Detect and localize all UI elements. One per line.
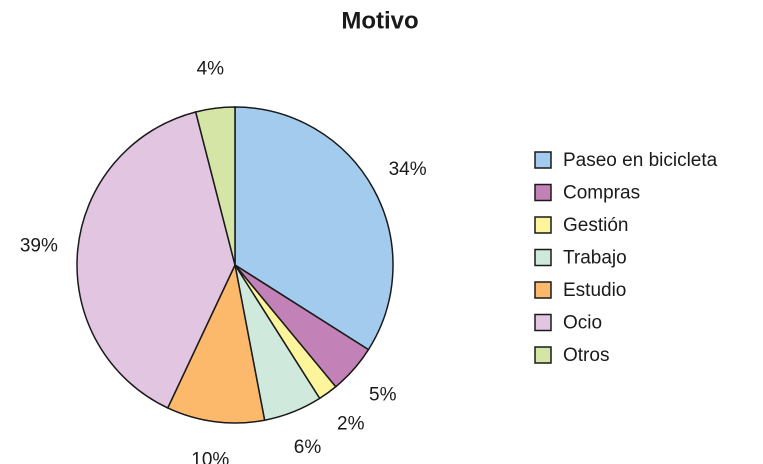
pie-slice [234, 106, 394, 351]
legend-label: Otros [563, 345, 609, 366]
data-label: 4% [197, 59, 225, 80]
legend-swatch [534, 313, 552, 332]
legend-swatch [534, 151, 552, 169]
pie-slice [166, 262, 266, 424]
data-label: 2% [337, 413, 365, 434]
pie-slice [194, 106, 236, 266]
data-label: 39% [20, 235, 58, 256]
legend-swatch [534, 183, 552, 202]
data-label: 5% [369, 384, 397, 405]
pie-slice [76, 111, 236, 409]
legend-label: Ocio [563, 313, 602, 334]
legend-swatch [534, 346, 552, 364]
legend-label: Paseo en bicicleta [563, 150, 718, 171]
legend-label: Gestión [563, 215, 628, 236]
legend-label: Compras [563, 183, 640, 204]
legend-label: Trabajo [563, 248, 627, 269]
legend-swatch [534, 216, 552, 234]
legend-swatch [534, 281, 552, 299]
legend-swatch [534, 248, 552, 267]
data-label: 6% [294, 437, 322, 458]
chart-title: Motivo [341, 7, 418, 34]
data-label: 10% [191, 449, 229, 464]
data-label: 34% [389, 159, 427, 180]
legend-label: Estudio [563, 280, 626, 301]
